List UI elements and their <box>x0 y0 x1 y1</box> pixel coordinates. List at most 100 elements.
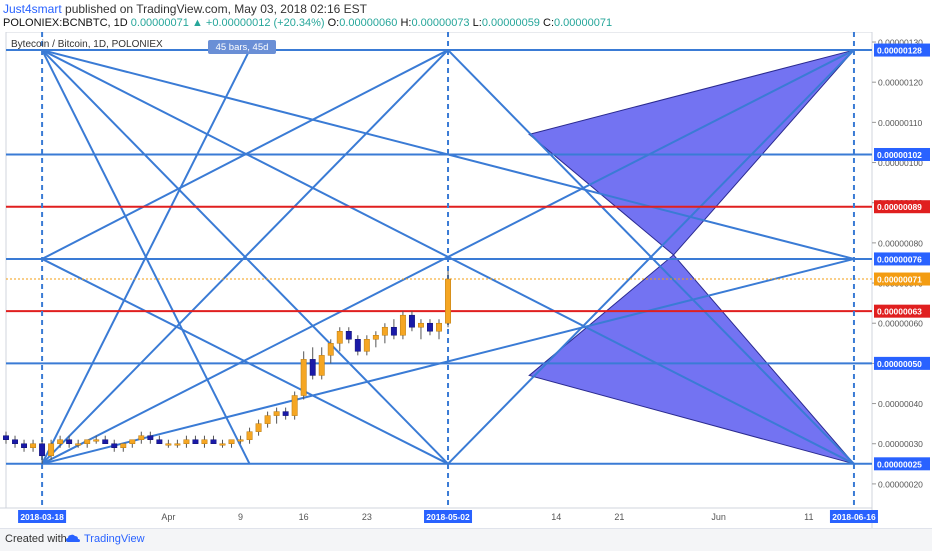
fan-line-5 <box>41 49 449 465</box>
published-text: published on TradingView.com, May 03, 20… <box>65 2 367 16</box>
candle <box>138 431 145 444</box>
candle <box>30 439 37 452</box>
created-with-text: Created with <box>5 533 67 545</box>
high-value: 0.00000073 <box>411 17 470 29</box>
candle <box>354 335 361 356</box>
chart-title: Bytecoin / Bitcoin, 1D, POLONIEX <box>11 39 163 50</box>
candle <box>237 435 244 444</box>
candle-body <box>201 439 208 444</box>
candle <box>93 435 100 444</box>
candle-body <box>210 439 217 444</box>
price-chart[interactable]: 0.00000130 0.00000120 0.00000110 0.00000100… <box>0 32 932 528</box>
level-price-label: 0.00000089 <box>877 202 922 212</box>
candle <box>228 439 235 448</box>
candle-body <box>75 443 82 446</box>
candle-body <box>120 443 127 448</box>
fan-line-7 <box>41 257 855 465</box>
candle <box>399 311 406 340</box>
candle-body <box>372 335 379 340</box>
candle-body <box>219 443 226 446</box>
level-price-label: 0.00000128 <box>877 46 922 56</box>
candle-body <box>354 339 361 352</box>
candle <box>372 331 379 348</box>
fan-line-10 <box>41 258 449 465</box>
candle-body <box>381 326 388 336</box>
level-price-label-bg <box>874 147 930 161</box>
candle <box>327 339 334 364</box>
candle <box>21 439 27 452</box>
low-label: L: <box>472 17 482 29</box>
candle <box>336 327 343 352</box>
level-price-label-bg <box>874 43 930 57</box>
candle-body <box>3 435 9 440</box>
candle <box>84 439 91 448</box>
level-price-label-bg <box>874 356 930 370</box>
price-tick-label: 0.00000040 <box>878 399 923 409</box>
candle <box>102 435 109 444</box>
candle-body <box>93 439 100 442</box>
candle-body <box>237 439 244 442</box>
candle-body <box>129 439 136 444</box>
candle-body <box>318 355 325 376</box>
range-label-bg <box>208 40 276 54</box>
candle <box>309 347 316 380</box>
candle-body <box>57 439 64 444</box>
date-marker-label-bg <box>18 510 67 523</box>
symbol-name: POLONIEX:BCNBTC, 1D <box>3 17 128 29</box>
candle-body <box>39 443 46 457</box>
date-marker-label: 2018-06-16 <box>832 512 876 522</box>
candle <box>210 435 217 444</box>
level-price-label-bg <box>874 304 930 318</box>
candle-body <box>12 439 18 444</box>
candle <box>390 319 397 340</box>
level-price-label: 0.00000050 <box>877 359 922 369</box>
candle-body <box>363 339 370 352</box>
candle-body <box>282 411 289 416</box>
time-tick-label: 9 <box>238 512 243 522</box>
candle-body <box>390 326 397 336</box>
price-tick-label: 0.00000030 <box>878 439 923 449</box>
price-tick-label: 0.00000120 <box>878 78 923 88</box>
open-value: 0.00000060 <box>339 17 398 29</box>
level-price-label: 0.00000063 <box>877 307 922 317</box>
candle-body <box>445 278 451 324</box>
candle-body <box>427 322 433 332</box>
candle <box>436 319 442 340</box>
close-value: 0.00000071 <box>554 17 613 29</box>
candle-body <box>345 330 352 340</box>
candle-body <box>291 395 298 416</box>
publish-info: Just4smart published on TradingView.com,… <box>3 2 367 16</box>
last-price-label: 0.00000071 <box>877 275 922 285</box>
author-link[interactable]: Just4smart <box>3 2 62 16</box>
candle-body <box>309 359 316 376</box>
symbol-info: POLONIEX:BCNBTC, 1D 0.00000071 ▲ +0.0000… <box>3 17 612 29</box>
candle <box>12 435 18 448</box>
candle <box>219 439 226 448</box>
low-value: 0.00000059 <box>481 17 540 29</box>
candle <box>300 351 307 400</box>
candle-body <box>183 439 190 444</box>
candle-body <box>84 439 91 444</box>
candle-body <box>336 330 343 344</box>
candle <box>363 335 370 356</box>
date-marker-label-bg <box>424 510 473 523</box>
candle <box>129 439 136 448</box>
candle-body <box>30 443 37 448</box>
candle <box>3 431 9 444</box>
footer: Created with TradingView <box>0 528 932 551</box>
candle <box>111 439 118 452</box>
fan-line-8 <box>41 49 251 465</box>
candle-body <box>174 443 181 446</box>
candle <box>445 270 451 328</box>
high-label: H: <box>400 17 412 29</box>
time-tick-label: 11 <box>804 512 813 522</box>
candle <box>427 319 433 336</box>
last-price-label-bg <box>874 272 930 286</box>
candle-body <box>102 439 109 444</box>
date-marker-label-bg <box>829 510 878 523</box>
tradingview-brand[interactable]: TradingView <box>84 533 145 545</box>
level-price-label: 0.00000102 <box>877 150 922 160</box>
candle <box>282 407 289 420</box>
price-tick-label: 0.00000060 <box>878 319 923 329</box>
candle <box>246 427 253 444</box>
